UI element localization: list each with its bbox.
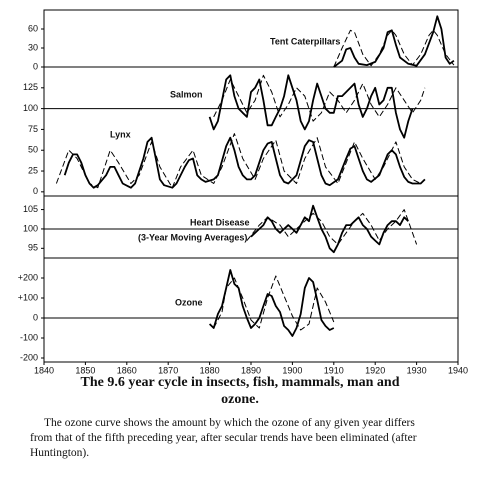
caption-text: The ozone curve shows the amount by whic… [30, 417, 417, 459]
x-tick-label: 1940 [448, 365, 468, 374]
x-tick-label: 1930 [407, 365, 427, 374]
dashed-line [246, 209, 418, 245]
series-label: Salmon [170, 89, 203, 99]
dashed-line [55, 133, 421, 189]
y-tick-label: 25 [28, 165, 38, 175]
series-label: Lynx [110, 129, 131, 139]
caption: The 9.6 year cycle in insects, fish, mam… [0, 374, 480, 461]
data-line [333, 15, 455, 68]
caption-title: The 9.6 year cycle in insects, fish, mam… [80, 375, 400, 407]
y-tick-label: 50 [28, 145, 38, 155]
data-line [63, 136, 426, 189]
y-tick-label: 60 [28, 23, 38, 33]
x-tick-label: 1910 [324, 365, 344, 374]
x-tick-label: 1920 [365, 365, 385, 374]
x-tick-label: 1890 [241, 365, 261, 374]
y-tick-label: 75 [28, 124, 38, 134]
y-tick-label: 125 [23, 82, 38, 92]
panel-title: Tent Caterpillars [270, 36, 340, 46]
x-tick-label: 1840 [34, 365, 54, 374]
x-tick-label: 1870 [158, 365, 178, 374]
data-line [208, 269, 335, 337]
x-tick-label: 1880 [200, 365, 220, 374]
y-tick-label: -100 [20, 332, 38, 342]
panel-title: Ozone [175, 297, 203, 307]
y-tick-label: 30 [28, 42, 38, 52]
y-tick-label: 105 [23, 204, 38, 214]
x-tick-label: 1900 [282, 365, 302, 374]
chart: 0 30 60 Tent Caterpillars 0 25 50 75 100 125 Salmo… [18, 9, 468, 374]
x-tick-label: 1850 [75, 365, 95, 374]
panel-title: Heart Disease [190, 217, 250, 227]
x-tick-label: 1860 [117, 365, 137, 374]
dashed-line [213, 275, 335, 331]
y-tick-label: 0 [33, 61, 38, 71]
data-line [208, 74, 414, 139]
y-tick-label: +100 [18, 292, 38, 302]
y-tick-label: 100 [23, 223, 38, 233]
y-tick-label: 0 [33, 186, 38, 196]
y-tick-label: -200 [20, 352, 38, 362]
y-tick-label: 0 [33, 312, 38, 322]
dashed-line [213, 74, 426, 122]
y-tick-label: 100 [23, 103, 38, 113]
dashed-line [333, 29, 455, 68]
panel-subtitle: (3-Year Moving Averages) [138, 232, 247, 242]
y-tick-label: 95 [28, 243, 38, 253]
y-tick-label: +200 [18, 272, 38, 282]
frame [43, 9, 459, 363]
